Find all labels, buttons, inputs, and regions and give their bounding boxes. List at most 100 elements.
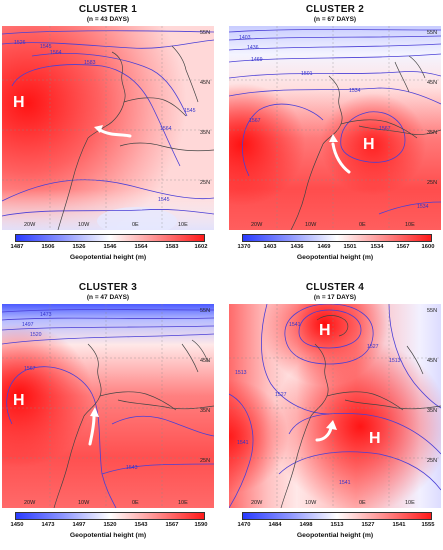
colorbar-tick-label: 1450 [10, 522, 24, 528]
colorbar-tick-label: 1501 [343, 244, 357, 250]
coastlines [53, 339, 214, 508]
contour-label: 1403 [239, 35, 251, 41]
lat-label: 45N [427, 80, 438, 86]
flow-arrow [98, 128, 132, 138]
lon-label: 10E [178, 500, 188, 506]
contour-label: 1513 [235, 370, 247, 376]
lon-label: 0E [359, 222, 366, 228]
geopotential-map: 1473 1497 1520 1567 1543 H [2, 304, 214, 508]
contour-label: 1527 [275, 392, 287, 398]
lon-label: 0E [132, 500, 139, 506]
lat-label: 25N [427, 180, 438, 186]
contour-label: 1520 [30, 332, 42, 338]
panel-title: CLUSTER 1 [78, 4, 138, 15]
lon-label: 20W [24, 222, 36, 228]
colorbar-tick-label: 1590 [194, 522, 208, 528]
colorbar-label: Geopotential height (m) [69, 254, 147, 261]
contour-label: 1564 [160, 126, 172, 132]
high-pressure-marker: H [13, 392, 25, 409]
colorbar-label: Geopotential height (m) [296, 532, 374, 539]
flow-arrowhead [90, 407, 99, 417]
colorbar-tick-label: 1534 [370, 244, 384, 250]
lat-label: 55N [200, 308, 211, 314]
flow-arrow [331, 142, 351, 174]
flow-arrowhead [326, 420, 337, 430]
colorbar-tick-label: 1567 [396, 244, 410, 250]
panel-title: CLUSTER 4 [305, 282, 365, 293]
geopotential-map: 1526 1545 1564 1583 1564 1545 1545 H [2, 26, 214, 230]
panel-subtitle: (n = 43 DAYS) [86, 16, 130, 23]
colorbar-tick-label: 1370 [237, 244, 251, 250]
geopotential-map: 1403 1436 1469 1501 1534 1567 1567 1534 … [229, 26, 441, 230]
high-pressure-marker: H [369, 430, 381, 447]
colorbar-tick-label: 1543 [134, 522, 148, 528]
contour-label: 1541 [339, 480, 351, 486]
contour-label: 1543 [126, 465, 138, 471]
panel-title: CLUSTER 2 [305, 4, 365, 15]
colorbar-label: Geopotential height (m) [296, 254, 374, 261]
colorbar-tick-label: 1497 [72, 522, 86, 528]
cluster-2-panel: CLUSTER 2 (n = 67 DAYS) [229, 0, 441, 272]
lon-label: 10W [305, 222, 317, 228]
lat-label: 45N [200, 358, 211, 364]
panel-title: CLUSTER 3 [78, 282, 138, 293]
lon-label: 20W [24, 500, 36, 506]
panel-subtitle: (n = 47 DAYS) [86, 294, 130, 301]
high-pressure-marker: H [319, 322, 331, 339]
colorbar-tick-label: 1403 [263, 244, 277, 250]
contour-label: 1534 [417, 204, 429, 210]
colorbar-tick-label: 1470 [237, 522, 251, 528]
lat-label: 55N [427, 30, 438, 36]
lat-label: 55N [427, 308, 438, 314]
flow-arrow [88, 414, 96, 446]
contour-label: 1469 [251, 57, 263, 63]
contour-label: 1567 [24, 366, 36, 372]
contour-label: 1541 [289, 322, 301, 328]
colorbar-tick-label: 1520 [103, 522, 117, 528]
colorbar-tick-label: 1527 [361, 522, 375, 528]
colorbar [15, 512, 205, 520]
coastlines [290, 55, 441, 230]
contour-label: 1583 [84, 60, 96, 66]
colorbar-tick-label: 1498 [299, 522, 313, 528]
contour-label: 1545 [40, 44, 52, 50]
colorbar-tick-label: 1555 [421, 522, 435, 528]
colorbar-tick-label: 1600 [421, 244, 435, 250]
panel-subtitle: (n = 17 DAYS) [313, 294, 357, 301]
contour-label: 1534 [349, 88, 361, 94]
contour-label: 1527 [367, 344, 379, 350]
colorbar-tick-label: 1526 [72, 244, 86, 250]
coastlines [280, 315, 441, 508]
colorbar-tick-label: 1506 [41, 244, 55, 250]
contour-label: 1567 [249, 118, 261, 124]
contour-label: 1497 [22, 322, 34, 328]
lon-label: 10E [178, 222, 188, 228]
lon-label: 10W [305, 500, 317, 506]
flow-arrow [315, 426, 333, 442]
contour-label: 1501 [301, 71, 313, 77]
geopotential-map: 1541 1513 1527 1541 1527 1513 1541 H H [229, 304, 441, 508]
lon-label: 20W [251, 222, 263, 228]
colorbar-tick-label: 1567 [165, 522, 179, 528]
colorbar [242, 234, 432, 242]
contour-lines [229, 304, 441, 508]
contour-label: 1545 [184, 108, 196, 114]
lat-label: 35N [427, 130, 438, 136]
flow-arrowhead [329, 134, 338, 142]
lat-label: 35N [427, 408, 438, 414]
contour-label: 1526 [14, 40, 26, 46]
colorbar [15, 234, 205, 242]
colorbar-tick-label: 1473 [41, 522, 55, 528]
lat-label: 45N [427, 358, 438, 364]
flow-arrowhead [94, 125, 103, 133]
cluster-1-panel: CLUSTER 1 (n = 43 DAYS) [2, 0, 214, 272]
colorbar-label: Geopotential height (m) [69, 532, 147, 539]
lon-label: 10W [78, 222, 90, 228]
lon-label: 0E [132, 222, 139, 228]
contour-lines [2, 30, 214, 217]
contour-lines [2, 309, 214, 508]
colorbar-tick-label: 1513 [330, 522, 344, 528]
lon-label: 10E [405, 222, 415, 228]
cluster-3-panel: CLUSTER 3 (n = 47 DAYS) [2, 278, 214, 550]
colorbar-tick-label: 1469 [317, 244, 331, 250]
